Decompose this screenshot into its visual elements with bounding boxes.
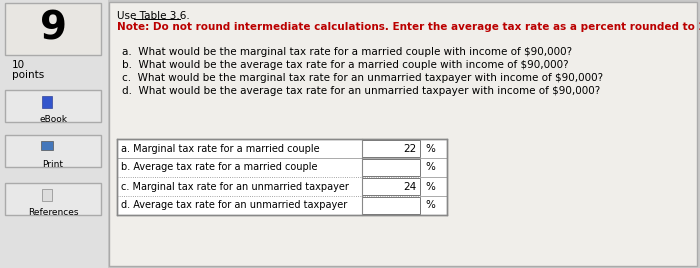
Text: 10: 10 [12,60,25,70]
Bar [362,140,420,157]
Text: d. Average tax rate for an unmarried taxpayer: d. Average tax rate for an unmarried tax… [121,200,347,210]
Bar [42,96,52,108]
Text: %: % [425,162,435,173]
Text: References: References [28,208,78,217]
Text: b.  What would be the average tax rate for a married couple with income of $90,0: b. What would be the average tax rate fo… [122,60,568,70]
Bar [42,189,52,201]
Bar [0,0,108,268]
Text: 9: 9 [39,10,66,48]
Text: %: % [425,143,435,154]
FancyBboxPatch shape [5,183,101,215]
FancyBboxPatch shape [5,90,101,122]
Text: a. Marginal tax rate for a married couple: a. Marginal tax rate for a married coupl… [121,143,320,154]
Text: a.  What would be the marginal tax rate for a married couple with income of $90,: a. What would be the marginal tax rate f… [122,47,572,57]
Text: Use Table 3.6.: Use Table 3.6. [117,11,190,21]
Text: %: % [425,200,435,210]
Bar [362,159,420,176]
Text: Note: Do not round intermediate calculations. Enter the average tax rate as a pe: Note: Do not round intermediate calculat… [117,22,700,32]
Text: c.  What would be the marginal tax rate for an unmarried taxpayer with income of: c. What would be the marginal tax rate f… [122,73,603,83]
FancyBboxPatch shape [109,2,697,266]
Bar [362,178,420,195]
Bar [41,141,53,150]
FancyBboxPatch shape [5,135,101,167]
Text: eBook: eBook [39,115,67,124]
Text: d.  What would be the average tax rate for an unmarried taxpayer with income of : d. What would be the average tax rate fo… [122,86,601,96]
Text: 22: 22 [402,143,416,154]
FancyBboxPatch shape [5,3,101,55]
Text: 24: 24 [402,181,416,192]
Bar [362,197,420,214]
Text: b. Average tax rate for a married couple: b. Average tax rate for a married couple [121,162,318,173]
Bar [117,139,447,215]
Text: %: % [425,181,435,192]
Text: points: points [12,70,44,80]
Text: c. Marginal tax rate for an unmarried taxpayer: c. Marginal tax rate for an unmarried ta… [121,181,349,192]
Text: Print: Print [43,160,64,169]
